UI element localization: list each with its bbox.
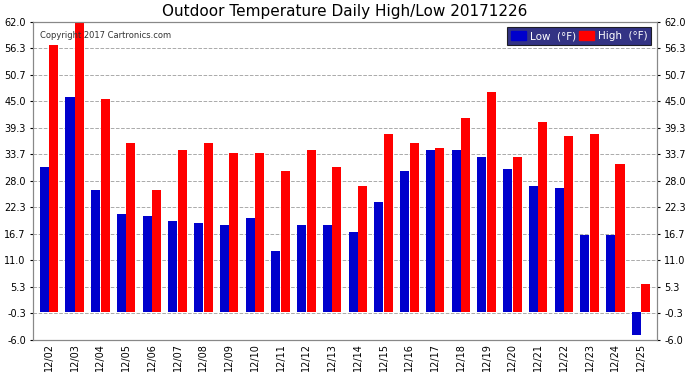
Bar <box>477 158 486 312</box>
Bar <box>452 150 461 312</box>
Bar <box>229 153 238 312</box>
Bar <box>255 153 264 312</box>
Bar <box>590 134 599 312</box>
Bar <box>117 214 126 312</box>
Bar <box>461 118 470 312</box>
Bar <box>409 143 419 312</box>
Bar <box>143 216 152 312</box>
Bar <box>323 225 332 312</box>
Bar <box>220 225 229 312</box>
Bar <box>503 169 512 312</box>
Bar <box>435 148 444 312</box>
Bar <box>126 143 135 312</box>
Bar <box>75 22 83 312</box>
Legend: Low  (°F), High  (°F): Low (°F), High (°F) <box>506 27 651 45</box>
Bar <box>486 92 495 312</box>
Bar <box>40 167 49 312</box>
Bar <box>152 190 161 312</box>
Bar <box>538 122 547 312</box>
Bar <box>529 186 538 312</box>
Title: Outdoor Temperature Daily High/Low 20171226: Outdoor Temperature Daily High/Low 20171… <box>162 4 528 19</box>
Bar <box>513 158 522 312</box>
Bar <box>66 97 75 312</box>
Bar <box>204 143 213 312</box>
Text: Copyright 2017 Cartronics.com: Copyright 2017 Cartronics.com <box>39 31 171 40</box>
Bar <box>375 202 384 312</box>
Bar <box>384 134 393 312</box>
Bar <box>641 284 650 312</box>
Bar <box>168 220 177 312</box>
Bar <box>297 225 306 312</box>
Bar <box>580 235 589 312</box>
Bar <box>564 136 573 312</box>
Bar <box>306 150 315 312</box>
Bar <box>91 190 100 312</box>
Bar <box>358 186 367 312</box>
Bar <box>195 223 204 312</box>
Bar <box>555 188 564 312</box>
Bar <box>178 150 187 312</box>
Bar <box>333 167 342 312</box>
Bar <box>607 235 615 312</box>
Bar <box>426 150 435 312</box>
Bar <box>49 45 58 312</box>
Bar <box>632 312 641 335</box>
Bar <box>281 171 290 312</box>
Bar <box>400 171 409 312</box>
Bar <box>348 232 357 312</box>
Bar <box>101 99 110 312</box>
Bar <box>246 218 255 312</box>
Bar <box>615 165 624 312</box>
Bar <box>271 251 281 312</box>
